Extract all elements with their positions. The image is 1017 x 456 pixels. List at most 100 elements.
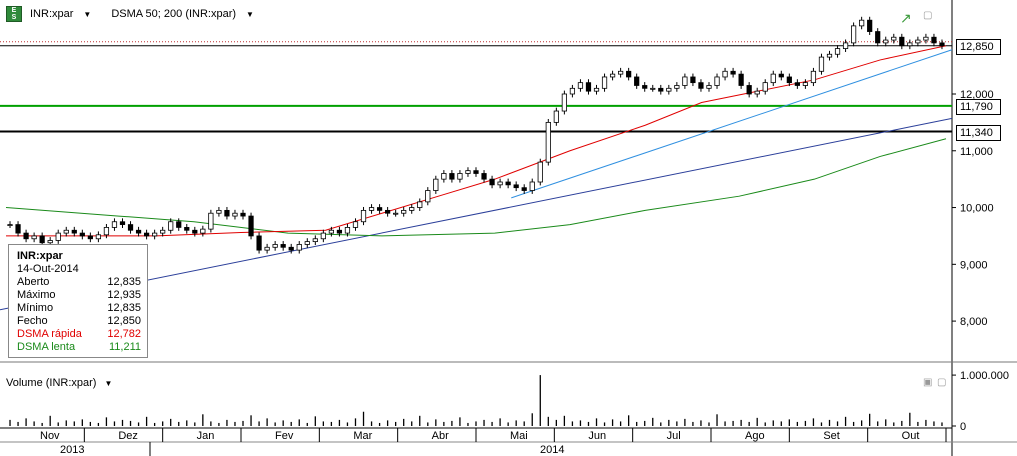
maximize-icon[interactable]: ▢ bbox=[923, 10, 933, 21]
symbol-dropdown-icon[interactable]: ▼ bbox=[83, 9, 92, 19]
candle-body bbox=[698, 82, 704, 89]
candle-body bbox=[425, 190, 431, 203]
candle-body bbox=[842, 42, 849, 49]
candle-body bbox=[184, 227, 190, 231]
candle-body bbox=[497, 181, 503, 186]
month-label: Set bbox=[823, 430, 840, 442]
candle-body bbox=[939, 42, 945, 47]
candle-body bbox=[545, 121, 551, 163]
candle-body bbox=[778, 73, 784, 78]
info-row-maximo: Máximo 12,935 bbox=[17, 289, 141, 302]
candle-body bbox=[441, 173, 447, 180]
year-label: 2014 bbox=[540, 444, 564, 456]
candle-body bbox=[786, 76, 792, 84]
candle-body bbox=[272, 244, 278, 248]
candle-body bbox=[569, 87, 576, 95]
trend-tool-icon[interactable]: ↗ bbox=[900, 10, 912, 26]
volume-tick-label: 1.000.000 bbox=[960, 370, 1009, 382]
candle-body bbox=[385, 209, 391, 214]
candle-body bbox=[915, 39, 921, 44]
candle-body bbox=[650, 87, 656, 90]
candle-body bbox=[409, 207, 415, 211]
volume-minimize-icon[interactable]: ▣ bbox=[923, 377, 933, 388]
candle-body bbox=[907, 42, 913, 47]
candle-body bbox=[642, 85, 648, 89]
candle-body bbox=[826, 53, 833, 58]
candle-body bbox=[794, 82, 800, 86]
volume-dropdown-icon[interactable]: ▼ bbox=[104, 379, 113, 388]
candle-body bbox=[746, 85, 752, 95]
candle-body bbox=[513, 184, 519, 189]
axes: 8,000 9,000 10,000 11,000 12,000 1.000.000 0 No… bbox=[40, 89, 1009, 456]
candle-body bbox=[79, 232, 85, 237]
month-label: Ago bbox=[745, 430, 765, 442]
volume-maximize-icon[interactable]: ▢ bbox=[937, 377, 947, 388]
info-value: 12,782 bbox=[107, 328, 141, 340]
candle-body bbox=[601, 76, 608, 89]
candle-body bbox=[15, 224, 21, 234]
candle-body bbox=[802, 82, 809, 86]
info-row-minimo: Mínimo 12,835 bbox=[17, 302, 141, 315]
candle-body bbox=[63, 229, 69, 234]
volume-tick-label: 0 bbox=[960, 421, 966, 433]
candle-body bbox=[87, 235, 93, 240]
symbol-label[interactable]: INR:xpar bbox=[30, 8, 74, 20]
candle-body bbox=[883, 39, 889, 44]
candle-body bbox=[401, 209, 407, 214]
candle-body bbox=[457, 173, 463, 180]
month-label: Mai bbox=[510, 430, 528, 442]
candle-body bbox=[23, 232, 29, 240]
info-value: 12,835 bbox=[107, 302, 141, 314]
info-label: DSMA rápida bbox=[17, 328, 82, 340]
price-tick-label: 12,000 bbox=[960, 89, 994, 101]
candle-body bbox=[553, 110, 559, 123]
candle-body bbox=[658, 87, 664, 92]
price-tick-label: 9,000 bbox=[960, 259, 988, 271]
candle-body bbox=[481, 173, 487, 180]
candle-body bbox=[818, 56, 825, 72]
candle-body bbox=[682, 76, 688, 86]
candle-body bbox=[55, 232, 61, 241]
candle-body bbox=[609, 73, 616, 78]
info-value: 12,935 bbox=[107, 289, 141, 301]
candle-body bbox=[529, 181, 535, 191]
volume-label[interactable]: Volume (INR:xpar) bbox=[6, 377, 97, 389]
candle-body bbox=[690, 76, 696, 84]
candle-body bbox=[31, 235, 37, 240]
candle-body bbox=[320, 232, 326, 240]
main-plot bbox=[0, 16, 953, 311]
candle-body bbox=[135, 229, 142, 234]
info-row-dsma-lenta: DSMA lenta 11,211 bbox=[17, 341, 141, 354]
candle-body bbox=[71, 229, 77, 234]
candle-body bbox=[119, 221, 126, 225]
candle-body bbox=[288, 246, 294, 251]
month-label: Nov bbox=[40, 430, 60, 442]
candle-body bbox=[770, 73, 776, 84]
slow-ma-line bbox=[5, 138, 947, 237]
candle-body bbox=[931, 36, 937, 44]
info-label: Aberto bbox=[17, 276, 50, 288]
indicator-label[interactable]: DSMA 50; 200 (INR:xpar) bbox=[111, 8, 237, 20]
candle-body bbox=[738, 73, 744, 86]
candle-body bbox=[192, 229, 198, 234]
info-symbol: INR:xpar bbox=[17, 250, 63, 262]
month-label: Jun bbox=[588, 430, 606, 442]
info-value: 11,211 bbox=[108, 341, 141, 353]
candle-body bbox=[730, 70, 736, 75]
month-label: Abr bbox=[432, 430, 449, 442]
candle-body bbox=[674, 85, 680, 89]
candle-body bbox=[593, 87, 600, 92]
candle-body bbox=[433, 178, 439, 191]
candle-body bbox=[875, 31, 881, 44]
candle-body bbox=[95, 234, 102, 240]
candle-body bbox=[160, 229, 166, 234]
candle-body bbox=[923, 36, 929, 41]
info-label: Fecho bbox=[17, 315, 48, 327]
candle-body bbox=[376, 207, 383, 211]
candle-body bbox=[762, 82, 768, 92]
candle-body bbox=[722, 70, 728, 78]
ohlc-info-box: INR:xpar 14-Out-2014 Aberto 12,835 Máxim… bbox=[8, 244, 148, 358]
black-level-tag: 11,340 bbox=[956, 125, 1001, 141]
indicator-dropdown-icon[interactable]: ▼ bbox=[246, 9, 254, 19]
